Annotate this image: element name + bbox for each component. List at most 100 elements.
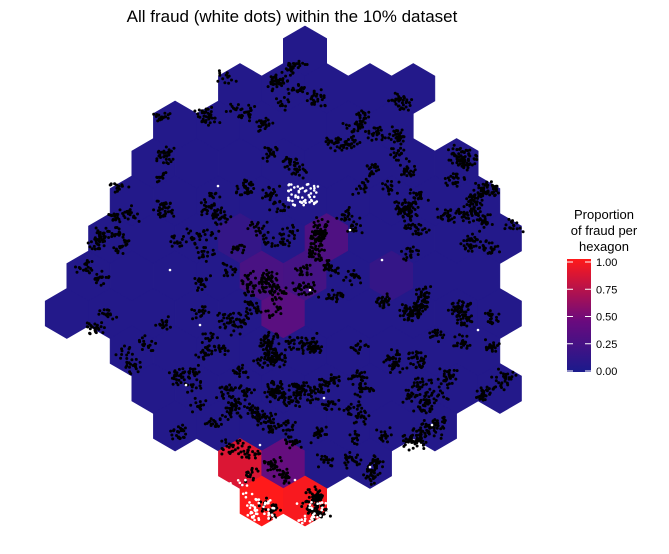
normal-point <box>400 203 404 206</box>
normal-point <box>316 219 320 223</box>
normal-point <box>251 414 255 418</box>
normal-point <box>203 305 207 309</box>
normal-point <box>432 429 436 432</box>
normal-point <box>511 219 514 223</box>
normal-point <box>400 173 403 177</box>
normal-point <box>410 385 414 389</box>
normal-point <box>208 419 212 423</box>
fraud-point <box>310 507 314 511</box>
normal-point <box>446 176 450 180</box>
normal-point <box>265 280 268 284</box>
normal-point <box>223 353 227 356</box>
normal-point <box>316 226 320 230</box>
normal-point <box>351 382 355 386</box>
normal-point <box>161 321 165 325</box>
legend-tick-label: 0.25 <box>596 339 617 351</box>
normal-point <box>201 208 205 212</box>
fraud-point <box>168 268 172 272</box>
normal-point <box>253 453 257 457</box>
normal-point <box>315 92 319 96</box>
normal-point <box>322 229 326 233</box>
normal-point <box>352 140 356 144</box>
fraud-point <box>312 189 316 192</box>
normal-point <box>94 226 98 230</box>
normal-point <box>234 406 238 410</box>
normal-point <box>162 161 165 165</box>
normal-point <box>211 332 215 336</box>
normal-point <box>488 213 492 217</box>
normal-point <box>259 125 263 129</box>
normal-point <box>358 348 361 352</box>
normal-point <box>419 312 423 316</box>
normal-point <box>292 338 296 342</box>
normal-point <box>290 67 294 71</box>
normal-point <box>265 358 269 362</box>
normal-point <box>251 269 255 273</box>
normal-point <box>229 333 233 337</box>
normal-point <box>199 407 203 411</box>
normal-point <box>443 369 447 373</box>
normal-point <box>219 422 223 426</box>
normal-point <box>416 376 420 380</box>
normal-point <box>344 123 348 127</box>
normal-point <box>436 377 440 381</box>
normal-point <box>344 142 348 146</box>
normal-point <box>230 104 234 108</box>
normal-point <box>388 364 392 368</box>
normal-point <box>334 137 338 141</box>
normal-point <box>230 396 233 400</box>
normal-point <box>97 312 101 316</box>
normal-point <box>358 403 362 407</box>
normal-point <box>319 227 323 231</box>
normal-point <box>302 381 306 385</box>
normal-point <box>416 360 420 364</box>
normal-point <box>169 429 173 433</box>
normal-point <box>421 383 425 387</box>
normal-point <box>348 279 352 283</box>
normal-point <box>264 309 268 313</box>
normal-point <box>402 318 406 322</box>
normal-point <box>74 265 77 269</box>
normal-point <box>107 213 111 216</box>
fraud-point <box>244 478 247 482</box>
normal-point <box>308 393 312 397</box>
normal-point <box>404 157 408 161</box>
normal-point <box>230 449 234 453</box>
normal-point <box>161 323 165 327</box>
fraud-point <box>287 196 290 200</box>
normal-point <box>288 160 292 164</box>
normal-point <box>410 356 414 360</box>
normal-point <box>417 428 421 432</box>
normal-point <box>394 98 398 102</box>
normal-point <box>329 146 333 150</box>
legend-tick-label: 0.75 <box>596 284 617 296</box>
normal-point <box>357 184 361 188</box>
normal-point <box>324 267 328 271</box>
normal-point <box>269 468 273 472</box>
normal-point <box>267 339 271 343</box>
normal-point <box>317 295 321 299</box>
normal-point <box>265 496 268 500</box>
normal-point <box>311 255 315 259</box>
normal-point <box>272 382 276 386</box>
normal-point <box>354 414 358 418</box>
normal-point <box>156 199 160 203</box>
normal-point <box>482 389 486 393</box>
normal-point <box>398 308 402 312</box>
normal-point <box>309 97 313 101</box>
normal-point <box>446 211 450 215</box>
normal-point <box>319 95 323 99</box>
fraud-point <box>325 511 328 514</box>
normal-point <box>467 244 471 248</box>
normal-point <box>320 248 324 252</box>
normal-point <box>229 265 233 269</box>
normal-point <box>202 114 206 118</box>
normal-point <box>291 231 295 235</box>
fraud-point <box>321 506 324 510</box>
normal-point <box>428 426 432 430</box>
normal-point <box>249 271 253 275</box>
normal-point <box>327 141 331 145</box>
normal-point <box>204 259 208 263</box>
normal-point <box>366 468 370 472</box>
normal-point <box>111 218 115 221</box>
